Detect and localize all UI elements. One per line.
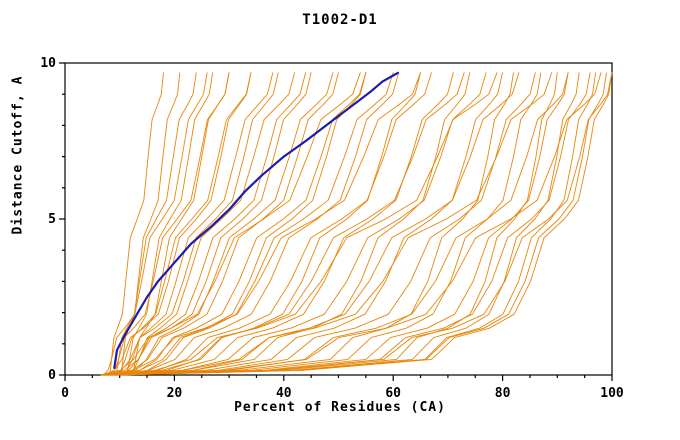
- model-curve: [119, 72, 181, 376]
- model-curve: [108, 72, 504, 376]
- model-curve: [108, 72, 613, 376]
- model-curve: [114, 72, 432, 376]
- model-curve: [119, 72, 520, 376]
- model-curve: [100, 72, 422, 376]
- model-curve: [113, 72, 252, 376]
- x-tick-label: 80: [495, 386, 511, 401]
- x-tick-label: 20: [167, 386, 183, 401]
- model-curve: [119, 72, 334, 376]
- model-curve: [119, 72, 465, 376]
- model-curve: [119, 72, 394, 376]
- model-curve: [114, 72, 487, 376]
- model-curve: [103, 72, 471, 376]
- model-curve: [103, 72, 607, 376]
- x-tick-label: 40: [276, 386, 292, 401]
- model-curve: [114, 72, 569, 376]
- plot-frame: [64, 62, 613, 376]
- y-tick-label: 10: [40, 56, 56, 71]
- chart-title: T1002-D1: [302, 12, 378, 28]
- x-axis-label: Percent of Residues (CA): [234, 400, 446, 415]
- model-curve: [114, 72, 580, 376]
- model-curve: [100, 72, 602, 376]
- model-curve: [108, 72, 164, 376]
- model-curve: [119, 72, 274, 376]
- model-curve: [113, 72, 197, 376]
- model-curve: [103, 72, 252, 376]
- model-curve: [108, 72, 558, 376]
- model-curve: [100, 72, 361, 376]
- y-tick-label: 5: [48, 212, 56, 227]
- model-curve: [103, 72, 312, 376]
- model-curve: [108, 72, 230, 376]
- model-curve: [114, 72, 307, 376]
- model-curve: [114, 72, 367, 376]
- model-curve: [108, 72, 339, 376]
- x-tick-label: 0: [61, 386, 69, 401]
- model-curve: [119, 72, 569, 376]
- model-curve: [102, 72, 208, 376]
- model-curve: [108, 72, 454, 376]
- model-curve: [103, 72, 422, 376]
- model-curve: [124, 72, 214, 376]
- model-curve: [100, 72, 553, 376]
- model-curve: [108, 72, 542, 376]
- model-curve: [103, 72, 514, 376]
- model-curve: [100, 72, 498, 376]
- model-curve: [100, 72, 613, 376]
- x-tick-label: 60: [385, 386, 401, 401]
- model-curve: [114, 72, 536, 376]
- y-tick-label: 0: [48, 368, 56, 383]
- model-curve: [119, 72, 597, 376]
- highlight-curve: [113, 71, 400, 369]
- model-curve: [108, 72, 400, 376]
- x-tick-label: 100: [600, 386, 624, 401]
- model-curve: [119, 72, 591, 376]
- model-curve: [108, 72, 279, 376]
